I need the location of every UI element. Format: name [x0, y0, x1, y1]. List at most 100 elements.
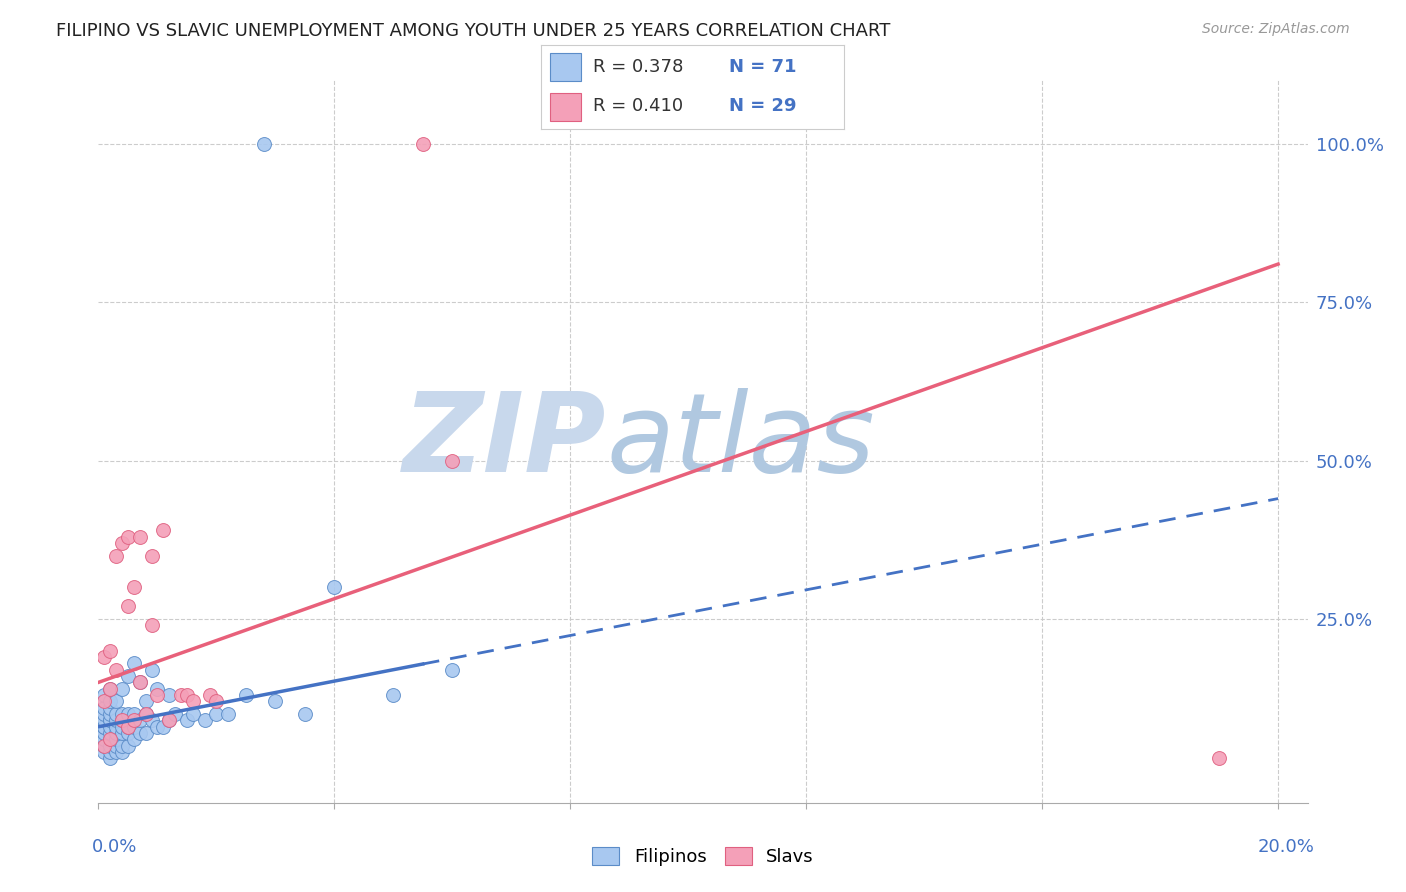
Point — [117, 599, 139, 614]
Point — [93, 726, 115, 740]
Point — [128, 675, 150, 690]
Point — [135, 694, 157, 708]
Text: R = 0.378: R = 0.378 — [593, 58, 683, 76]
Text: R = 0.410: R = 0.410 — [593, 96, 683, 114]
Point — [122, 580, 145, 594]
Text: N = 29: N = 29 — [728, 96, 796, 114]
Point — [93, 650, 115, 665]
Text: 0.0%: 0.0% — [91, 838, 136, 856]
Point — [105, 726, 128, 740]
Text: atlas: atlas — [606, 388, 875, 495]
Point — [93, 720, 115, 734]
Point — [128, 714, 150, 728]
Point — [264, 694, 287, 708]
Point — [205, 694, 228, 708]
Point — [117, 530, 139, 544]
Point — [117, 739, 139, 753]
Text: FILIPINO VS SLAVIC UNEMPLOYMENT AMONG YOUTH UNDER 25 YEARS CORRELATION CHART: FILIPINO VS SLAVIC UNEMPLOYMENT AMONG YO… — [56, 22, 890, 40]
Point — [122, 732, 145, 747]
Point — [122, 657, 145, 671]
Point — [93, 707, 115, 722]
Point — [98, 714, 121, 728]
Point — [98, 694, 121, 708]
Point — [181, 694, 204, 708]
Point — [252, 136, 274, 151]
Point — [441, 663, 464, 677]
Point — [98, 726, 121, 740]
Point — [105, 663, 128, 677]
Point — [111, 714, 134, 728]
Point — [105, 707, 128, 722]
Point — [152, 523, 174, 537]
Text: Source: ZipAtlas.com: Source: ZipAtlas.com — [1202, 22, 1350, 37]
Point — [157, 714, 180, 728]
Point — [105, 732, 128, 747]
Point — [105, 549, 128, 563]
Point — [135, 707, 157, 722]
Point — [111, 720, 134, 734]
Point — [111, 745, 134, 759]
Point — [93, 694, 115, 708]
Point — [141, 663, 163, 677]
Point — [157, 714, 180, 728]
Point — [170, 688, 193, 702]
Point — [111, 536, 134, 550]
Point — [111, 681, 134, 696]
Point — [111, 726, 134, 740]
Point — [146, 688, 169, 702]
Point — [141, 714, 163, 728]
Point — [157, 688, 180, 702]
Point — [93, 739, 115, 753]
Point — [105, 694, 128, 708]
Point — [111, 707, 134, 722]
Point — [382, 688, 405, 702]
Point — [105, 745, 128, 759]
Point — [441, 453, 464, 467]
Point — [146, 720, 169, 734]
Point — [117, 720, 139, 734]
Point — [135, 707, 157, 722]
Point — [105, 714, 128, 728]
Text: N = 71: N = 71 — [728, 58, 796, 76]
Point — [194, 714, 217, 728]
Point — [165, 707, 187, 722]
Text: ZIP: ZIP — [402, 388, 606, 495]
Point — [412, 136, 434, 151]
Text: 20.0%: 20.0% — [1258, 838, 1315, 856]
Point — [93, 688, 115, 702]
Point — [98, 707, 121, 722]
Point — [98, 720, 121, 734]
Point — [111, 714, 134, 728]
Point — [98, 751, 121, 765]
Point — [98, 732, 121, 747]
Legend: Filipinos, Slavs: Filipinos, Slavs — [585, 839, 821, 873]
Point — [105, 720, 128, 734]
Point — [98, 681, 121, 696]
Point — [122, 707, 145, 722]
Point — [111, 739, 134, 753]
Point — [128, 530, 150, 544]
Point — [146, 681, 169, 696]
Point — [135, 726, 157, 740]
Bar — [550, 93, 581, 120]
Point — [98, 745, 121, 759]
Point — [93, 745, 115, 759]
Bar — [550, 54, 581, 81]
Point — [117, 669, 139, 683]
Point — [117, 707, 139, 722]
Point — [176, 714, 198, 728]
Point — [200, 688, 222, 702]
Point — [98, 739, 121, 753]
Point — [141, 549, 163, 563]
Point — [217, 707, 239, 722]
Point — [122, 720, 145, 734]
Point — [98, 700, 121, 714]
Point — [181, 707, 204, 722]
Point — [98, 732, 121, 747]
Point — [152, 720, 174, 734]
Point — [128, 726, 150, 740]
Point — [205, 707, 228, 722]
Point — [93, 732, 115, 747]
Point — [93, 700, 115, 714]
Point — [294, 707, 316, 722]
